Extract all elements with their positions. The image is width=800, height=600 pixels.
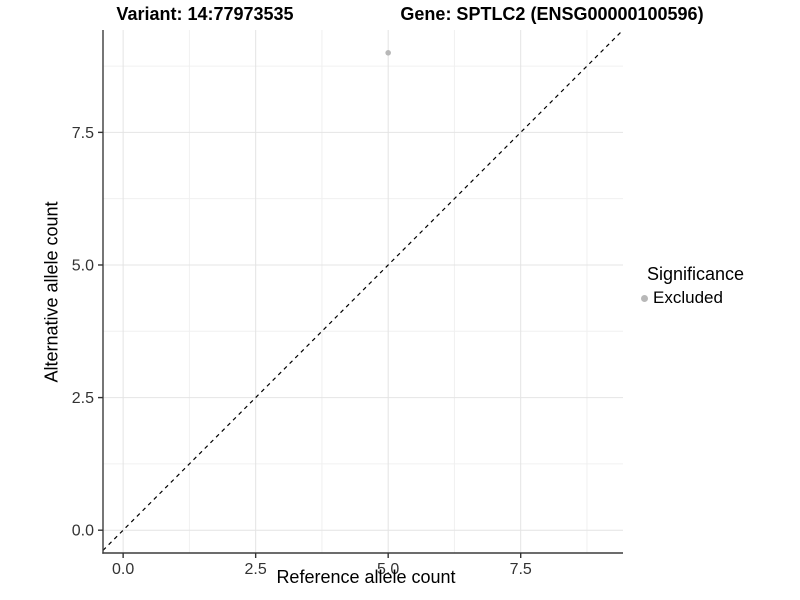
y-tick-label: 5.0 (72, 257, 94, 274)
legend-item-label: Excluded (653, 288, 723, 307)
y-tick-label: 2.5 (72, 390, 94, 407)
plot-title-gene: Gene: SPTLC2 (ENSG00000100596) (400, 4, 704, 24)
x-tick-label: 7.5 (510, 561, 532, 578)
y-axis-title: Alternative allele count (41, 201, 62, 383)
y-tick-label: 0.0 (72, 523, 94, 540)
legend-marker-excluded-icon (641, 294, 648, 302)
identity-line (102, 29, 624, 551)
x-tick-label: 5.0 (377, 561, 399, 578)
x-tick-label: 0.0 (112, 561, 134, 578)
y-tick-label: 7.5 (72, 125, 94, 142)
data-point (385, 50, 391, 56)
x-tick-label: 2.5 (245, 561, 267, 578)
legend-item-excluded: Excluded (637, 288, 744, 308)
legend-title: Significance (647, 264, 745, 284)
plot-title-variant: Variant: 14:77973535 (116, 4, 294, 24)
legend: Significance Excluded (637, 264, 744, 308)
x-axis-title: Reference allele count (276, 567, 456, 587)
